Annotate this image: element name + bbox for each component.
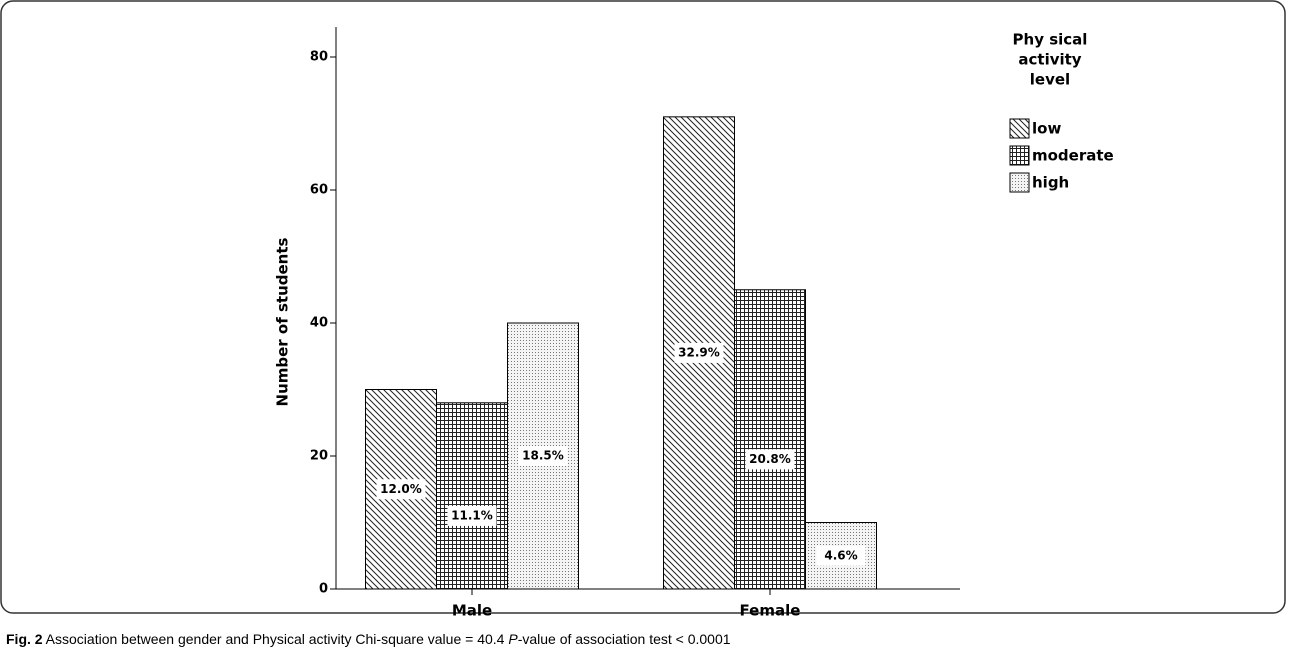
label-bg xyxy=(447,505,497,526)
y-tick-label: 80 xyxy=(310,50,328,65)
y-axis-label: Number of students xyxy=(274,237,292,406)
x-tick-label: Female xyxy=(740,602,801,620)
data-label: 32.9% xyxy=(678,345,720,359)
y-tick-label: 60 xyxy=(310,183,328,198)
data-label: 4.6% xyxy=(824,548,857,562)
frame xyxy=(0,0,1286,614)
data-label: 20.8% xyxy=(749,452,791,466)
caption: Fig. 2 Association between gender and Ph… xyxy=(6,631,731,647)
legend-swatch xyxy=(1009,172,1030,193)
bar xyxy=(734,289,806,590)
y-tick-label: 20 xyxy=(310,449,328,464)
label-bg xyxy=(518,446,568,466)
y-tick-label: 0 xyxy=(319,582,328,597)
data-label: 11.1% xyxy=(451,508,493,522)
y-tick-label: 40 xyxy=(310,316,328,331)
caption-italic: P xyxy=(508,631,518,647)
label-bg xyxy=(376,479,426,500)
legend-title: activity xyxy=(1018,51,1081,69)
legend-label: high xyxy=(1032,174,1069,192)
legend-swatch xyxy=(1009,145,1030,166)
bar xyxy=(436,402,508,590)
legend-title: Phy sical xyxy=(1013,31,1088,49)
legend-label: low xyxy=(1032,120,1061,138)
label-bg xyxy=(674,342,724,363)
legend-label: moderate xyxy=(1032,147,1114,165)
caption-text: Association between gender and Physical … xyxy=(43,631,509,647)
x-tick-label: Male xyxy=(452,602,492,620)
label-bg xyxy=(816,545,866,566)
caption-rest: -value of association test < 0.0001 xyxy=(518,631,731,647)
data-label: 18.5% xyxy=(522,449,564,463)
legend-swatch xyxy=(1009,118,1030,139)
legend-title: level xyxy=(1030,71,1070,89)
data-label: 12.0% xyxy=(380,482,422,496)
label-bg xyxy=(745,449,795,470)
caption-label: Fig. 2 xyxy=(6,631,43,647)
